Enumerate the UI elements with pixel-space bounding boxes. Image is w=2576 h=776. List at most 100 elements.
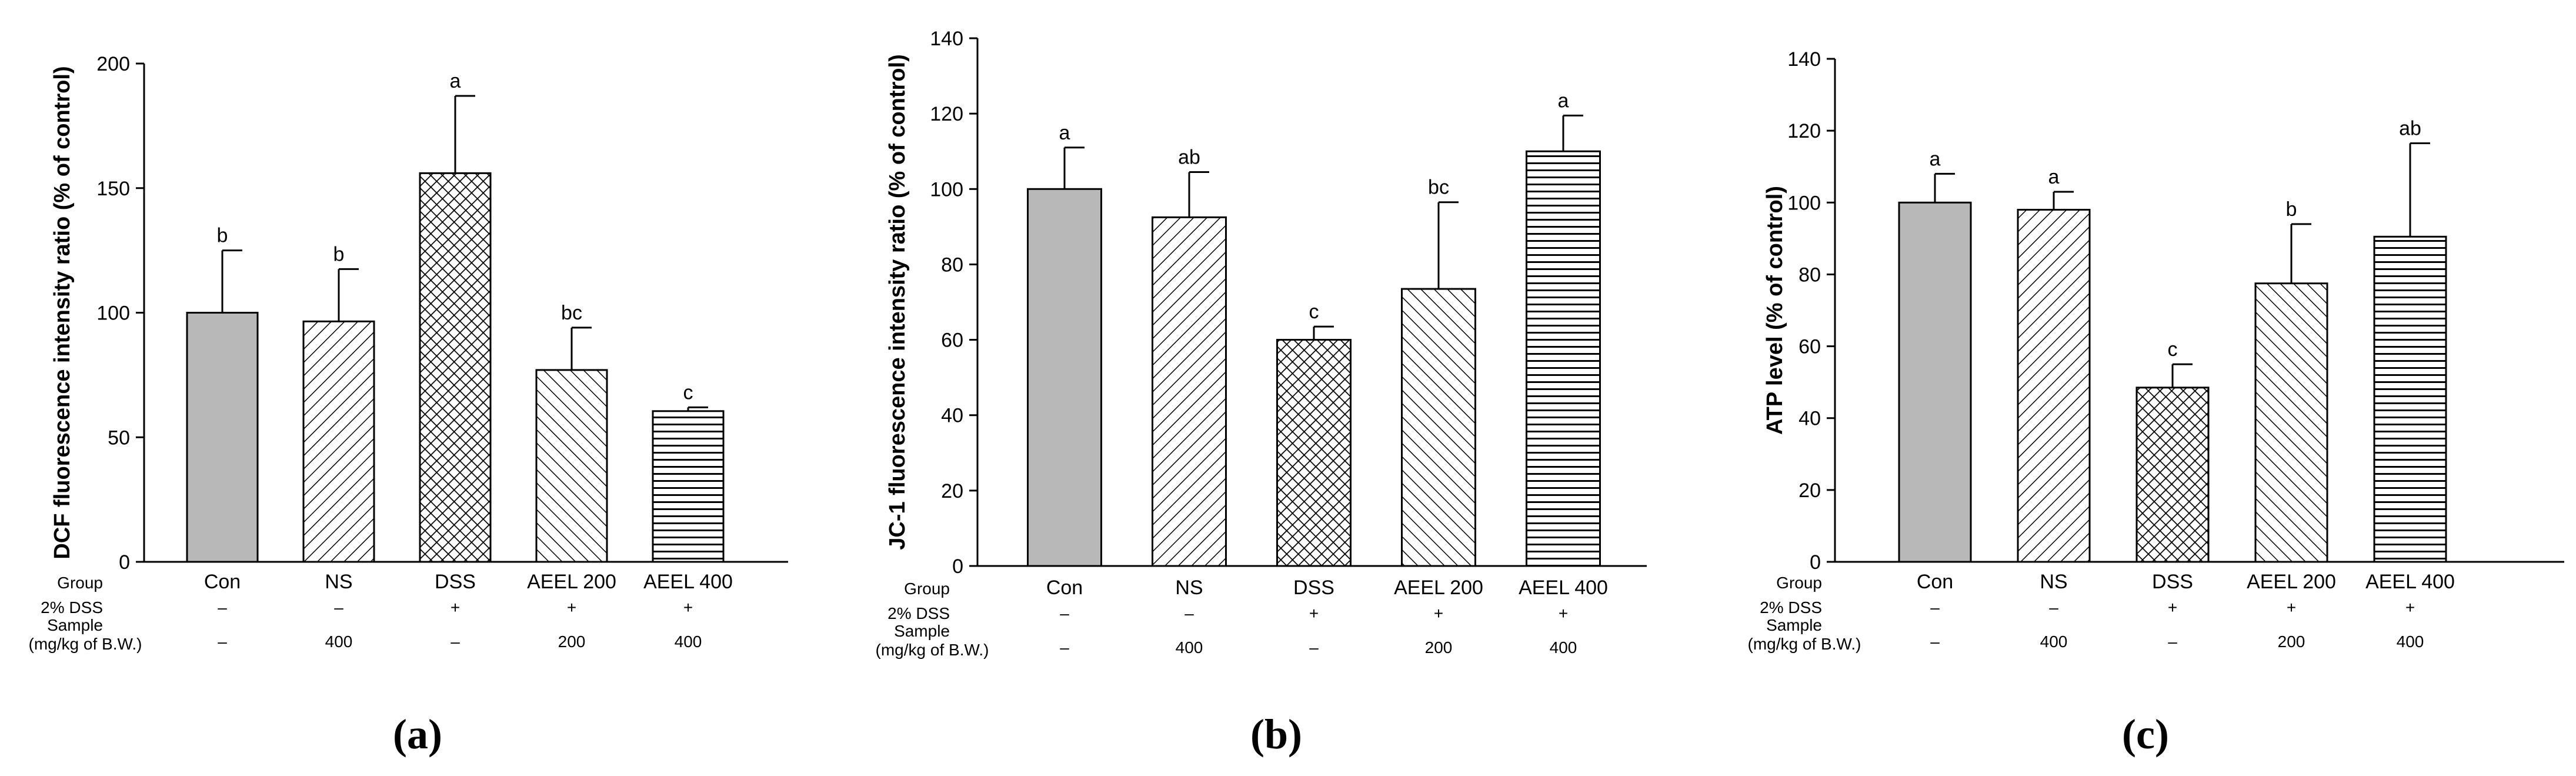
- bar-ns: [2017, 209, 2091, 563]
- bar-dss: [1276, 339, 1352, 567]
- row-label-group: Group: [57, 574, 103, 592]
- sample-row-value-ns: 400: [1176, 638, 1203, 657]
- chart-panel-2: 0 20 40 60 80 100 120 140 JC-1 fluorescence inte…: [876, 28, 1647, 758]
- dss-row-value-aeel-200: +: [1434, 604, 1443, 622]
- bar-con: [186, 312, 259, 563]
- bar-aeel-200: [1401, 288, 1476, 567]
- sample-row-value-dss: –: [1309, 638, 1319, 657]
- category-label-ns: NS: [1175, 577, 1203, 599]
- sample-row-value-aeel-200: 200: [1425, 638, 1453, 657]
- dss-row-value-dss: +: [1309, 604, 1319, 622]
- bar-ns: [302, 320, 375, 563]
- significance-letter-dss: a: [450, 70, 461, 92]
- bar-aeel-400: [1526, 150, 1601, 567]
- y-tick-label: 140: [930, 28, 963, 50]
- bar-con: [1898, 201, 1972, 563]
- sample-row-value-con: –: [218, 632, 227, 651]
- significance-letter-con: a: [1059, 122, 1070, 144]
- y-tick-label: 100: [96, 302, 130, 325]
- y-tick-label: 100: [1787, 192, 1821, 214]
- significance-letter-ns: a: [2048, 166, 2060, 188]
- category-label-dss: DSS: [2152, 571, 2193, 593]
- dss-row-value-aeel-200: +: [2287, 598, 2296, 617]
- bar-aeel-200: [535, 369, 608, 563]
- sample-row-value-ns: 400: [2040, 632, 2068, 651]
- y-tick-label: 80: [1798, 264, 1821, 286]
- bar-dss: [419, 172, 492, 563]
- category-label-ns: NS: [325, 571, 352, 593]
- significance-letter-aeel-400: c: [683, 381, 693, 404]
- sample-row-value-aeel-200: 200: [2278, 632, 2305, 651]
- row-label-group: Group: [904, 579, 950, 598]
- dss-row-value-ns: –: [1184, 604, 1194, 622]
- dss-row-value-con: –: [1060, 604, 1069, 622]
- category-label-aeel-200: AEEL 200: [527, 571, 616, 593]
- row-label-sample: Sample: [47, 616, 103, 634]
- y-tick-label: 60: [1798, 336, 1821, 358]
- y-axis-label: DCF fluorescence intensity ratio (% of c…: [50, 66, 75, 559]
- sample-row-value-aeel-400: 400: [1550, 638, 1577, 657]
- dss-row-value-con: –: [218, 598, 227, 617]
- y-tick-label: 140: [1787, 48, 1821, 71]
- category-label-aeel-200: AEEL 200: [2247, 571, 2336, 593]
- y-tick-label: 60: [941, 329, 963, 352]
- bar-aeel-400: [652, 410, 725, 563]
- y-tick-label: 40: [941, 405, 963, 427]
- dss-row-value-con: –: [1930, 598, 1940, 617]
- panel-label: (a): [393, 711, 442, 758]
- bar-con: [1027, 188, 1102, 567]
- significance-letter-aeel-400: ab: [2399, 118, 2421, 140]
- chart-panel-3: 0 20 40 60 80 100 120 140 ATP level (% of contro…: [1748, 48, 2564, 758]
- y-tick-label: 200: [96, 53, 130, 75]
- row-label-group: Group: [1776, 574, 1822, 592]
- significance-letter-con: a: [1930, 148, 1941, 170]
- dss-row-value-ns: –: [334, 598, 343, 617]
- significance-letter-ns: b: [333, 243, 345, 265]
- y-tick-label: 120: [1787, 120, 1821, 142]
- category-label-dss: DSS: [435, 571, 476, 593]
- category-label-con: Con: [204, 571, 241, 593]
- chart-panel-1: 0 50 100 150 200 DCF fluorescence intensity r…: [29, 53, 788, 758]
- y-tick-label: 0: [119, 551, 130, 574]
- bar-dss: [2135, 387, 2210, 563]
- y-tick-label: 50: [108, 427, 130, 449]
- category-label-ns: NS: [2040, 571, 2067, 593]
- row-label-sample: Sample: [894, 622, 950, 640]
- bar-aeel-400: [2373, 235, 2447, 563]
- sample-row-value-ns: 400: [325, 632, 353, 651]
- significance-letter-aeel-200: b: [2286, 198, 2297, 221]
- row-label-unit: (mg/kg of B.W.): [29, 635, 142, 653]
- significance-letter-ns: ab: [1178, 146, 1200, 168]
- y-tick-label: 100: [930, 178, 963, 201]
- category-label-con: Con: [1046, 577, 1083, 599]
- row-label-sample: Sample: [1766, 616, 1822, 634]
- y-tick-label: 40: [1798, 408, 1821, 430]
- row-label-dss: 2% DSS: [41, 598, 103, 617]
- y-tick-label: 20: [941, 480, 963, 502]
- bar-ns: [1152, 216, 1227, 567]
- row-label-dss: 2% DSS: [887, 604, 950, 622]
- bar-aeel-200: [2254, 282, 2328, 563]
- row-label-dss: 2% DSS: [1760, 598, 1822, 617]
- dss-row-value-aeel-200: +: [567, 598, 576, 617]
- significance-letter-dss: c: [2168, 338, 2178, 361]
- sample-row-value-aeel-400: 400: [675, 632, 702, 651]
- y-axis-label: JC-1 fluorescence intensity ratio (% of …: [885, 54, 910, 549]
- panel-label: (c): [2122, 711, 2169, 758]
- significance-letter-aeel-200: bc: [1428, 176, 1449, 199]
- sample-row-value-aeel-400: 400: [2397, 632, 2424, 651]
- y-tick-label: 0: [952, 555, 963, 578]
- category-label-aeel-400: AEEL 400: [643, 571, 733, 593]
- category-label-aeel-400: AEEL 400: [2365, 571, 2455, 593]
- significance-letter-aeel-400: a: [1558, 89, 1569, 112]
- y-tick-label: 80: [941, 254, 963, 276]
- dss-row-value-aeel-400: +: [1559, 604, 1568, 622]
- significance-letter-dss: c: [1309, 301, 1319, 323]
- panel-label: (b): [1250, 711, 1302, 758]
- significance-letter-aeel-200: bc: [561, 302, 582, 324]
- sample-row-value-dss: –: [451, 632, 460, 651]
- dss-row-value-ns: –: [2049, 598, 2058, 617]
- row-label-unit: (mg/kg of B.W.): [876, 641, 989, 659]
